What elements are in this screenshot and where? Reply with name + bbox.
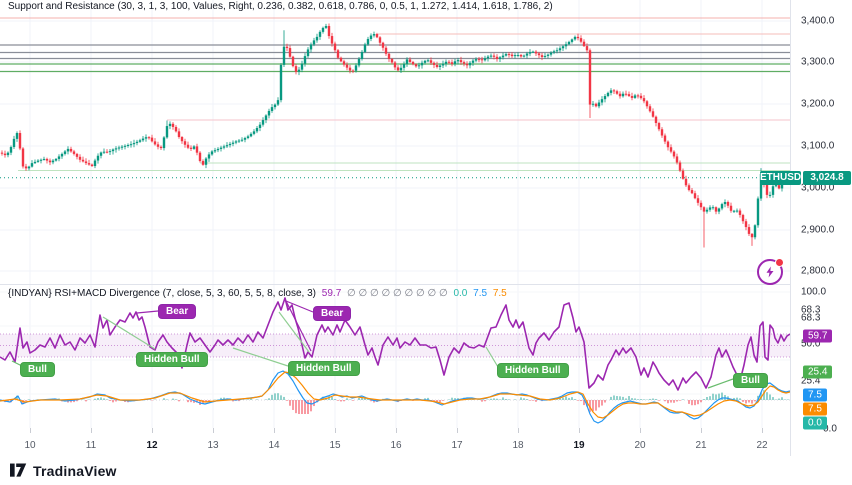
axis-tick-label: 25.4 [801,375,821,387]
time-label-18: 18 [512,440,524,451]
price-axis[interactable]: 3,400.0 3,300.0 3,200.0 3,100.0 3,000.0 2,900… [790,0,852,456]
axis-tick-label: 2,800.0 [801,265,835,277]
chart-canvas[interactable] [0,0,790,456]
time-tick [518,428,519,433]
time-tick [30,428,31,433]
time-tick [457,428,458,433]
time-tick [579,428,580,433]
axis-tick-label: 0.0 [823,423,837,435]
time-label-14: 14 [268,440,280,451]
symbol-last-label: ETHUSD [760,171,802,185]
lightning-icon [766,266,774,278]
time-label-16: 16 [390,440,402,451]
indicator-value-signal: 7.5 [492,288,507,299]
axis-tick-label: 68.3 [801,312,821,324]
notification-dot [775,258,784,267]
time-label-11: 11 [85,440,97,451]
indicator-value-hist: 0.0 [453,288,468,299]
time-label-17: 17 [451,440,463,451]
axis-value-badge: 7.5 [803,402,827,416]
price-pane-title[interactable]: Support and Resistance (30, 3, 1, 3, 100… [8,1,553,12]
time-label-13: 13 [207,440,219,451]
indicator-value-zeros: ∅ ∅ ∅ ∅ ∅ ∅ ∅ ∅ ∅ [347,288,448,299]
time-axis[interactable]: 10 11 12 13 14 15 16 17 18 19 20 21 22 [0,428,852,457]
axis-value-badge: 25.4 [803,365,833,379]
time-label-15: 15 [329,440,341,451]
indicator-value-macd: 7.5 [473,288,488,299]
time-tick [274,428,275,433]
time-label-20: 20 [634,440,646,451]
axis-tick-label: 50.0 [801,338,821,350]
divergence-label-hidden-bull: Hidden Bull [497,363,569,378]
time-tick [701,428,702,433]
tradinaview-logo-text[interactable]: TradinaView [33,462,117,479]
indicator-pane-title[interactable]: {INDYAN} RSI+MACD Divergence (7, close, … [8,288,507,299]
time-tick [335,428,336,433]
divergence-label-bear: Bear [313,306,352,321]
time-label-21: 21 [695,440,707,451]
indicator-value-rsi: 59.7 [321,288,342,299]
time-tick [213,428,214,433]
time-tick [91,428,92,433]
axis-tick-label: 3,100.0 [801,140,835,152]
divergence-label-hidden-bull: Hidden Bull [136,352,208,367]
axis-value-badge: 59.7 [803,329,833,343]
indicator-title-text: {INDYAN} RSI+MACD Divergence (7, close, … [8,288,317,299]
tradinaview-logo-icon[interactable] [10,462,27,479]
axis-value-badge: 7.5 [803,388,827,402]
time-tick [396,428,397,433]
axis-tick-label: 2,900.0 [801,224,835,236]
divergence-label-bull: Bull [20,362,55,377]
axis-tick-label: 3,400.0 [801,15,835,27]
last-price-badge: 3,024.8 [803,171,851,185]
time-tick [152,428,153,433]
axis-tick-label: 100.0 [801,286,827,298]
time-label-10: 10 [24,440,36,451]
axis-tick-label: 3,200.0 [801,98,835,110]
axis-tick-label: 68.3 [801,304,821,316]
time-tick [762,428,763,433]
time-tick [640,428,641,433]
time-label-22: 22 [756,440,768,451]
time-label-19: 19 [573,440,585,451]
divergence-label-hidden-bull: Hidden Bull [288,361,360,376]
axis-tick-label: 3,000.0 [801,182,835,194]
divergence-label-bull: Bull [733,373,768,388]
footer: TradinaView [0,456,852,485]
divergence-label-bear: Bear [158,304,197,319]
time-label-12: 12 [146,440,158,451]
axis-tick-label: 3,300.0 [801,56,835,68]
axis-value-badge: 0.0 [803,416,827,430]
